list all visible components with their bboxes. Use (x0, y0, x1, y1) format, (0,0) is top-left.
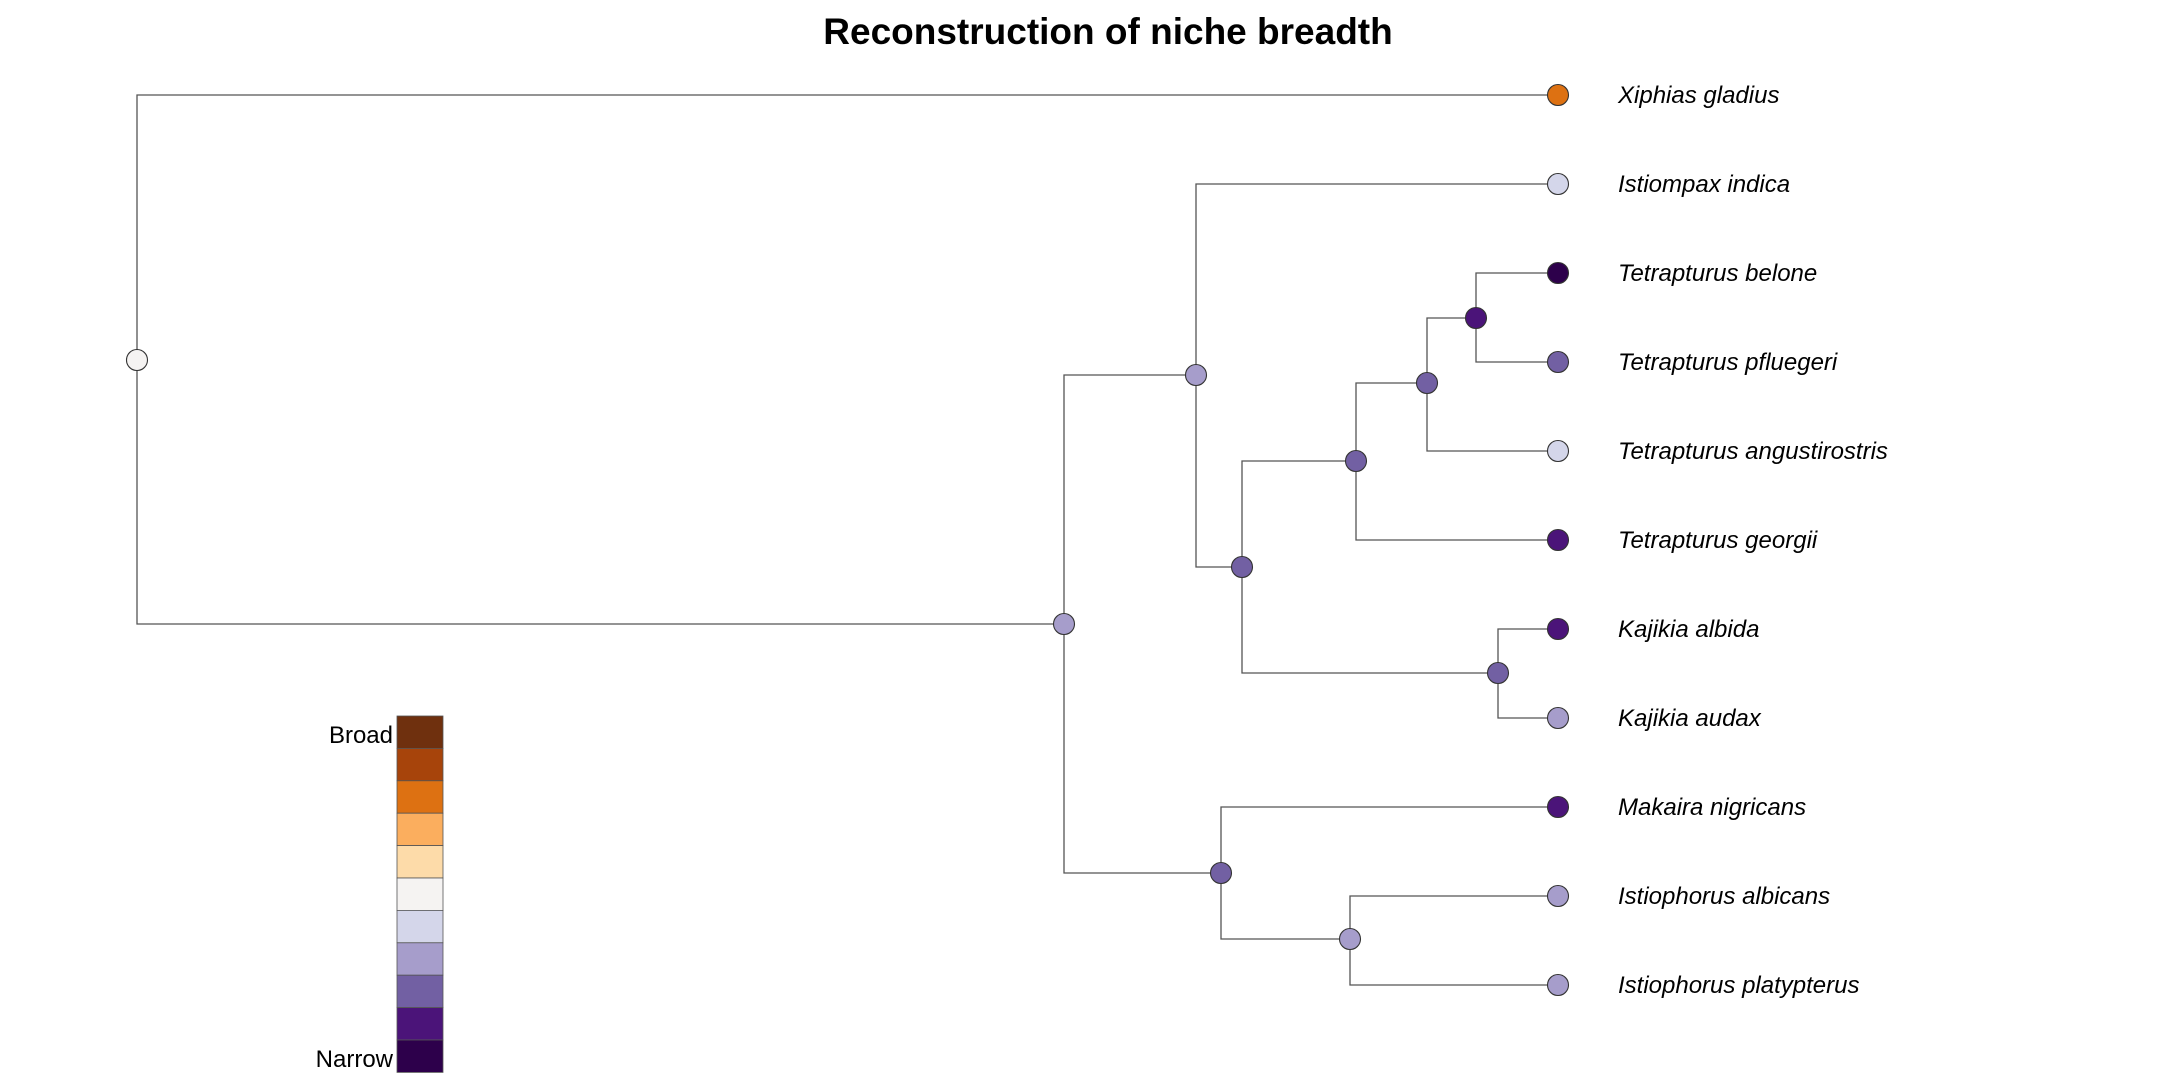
legend-swatch-7 (396, 812, 444, 847)
node-root (125, 348, 149, 372)
branch-tetrapturus-angustirostris (1426, 383, 1558, 452)
legend-swatch-10 (396, 715, 444, 749)
branch-xiphias-gladius (136, 94, 1558, 360)
color-legend: Broad Narrow (316, 715, 444, 1073)
node-makaira-istiophorus (1209, 861, 1233, 885)
legend-swatch-9 (396, 748, 444, 782)
node-istiophorus-clade (1338, 927, 1362, 951)
node-kajikia-clade (1486, 661, 1510, 685)
branch-istiompax-indica (1195, 183, 1558, 375)
tip-marker-kajikia-audax (1546, 706, 1570, 730)
branch-kajikia-clade (1241, 567, 1498, 674)
branch-tetrapturus-clade (1241, 460, 1356, 567)
tip-marker-istiophorus-platypterus (1546, 973, 1570, 997)
tree-branches (136, 94, 1558, 986)
branch-tetrapturus-georgii (1355, 461, 1558, 541)
node-marlin-clade (1184, 363, 1208, 387)
node-belone-pfluegeri (1464, 306, 1488, 330)
legend-swatches (396, 715, 444, 1073)
tip-label-tetrapturus-angustirostris: Tetrapturus angustirostris (1618, 438, 1888, 465)
tip-label-istiophorus-platypterus: Istiophorus platypterus (1618, 972, 1859, 999)
tip-label-xiphias-gladius: Xiphias gladius (1617, 82, 1779, 109)
tip-label-kajikia-albida: Kajikia albida (1618, 616, 1759, 643)
node-tetrapturus-clade (1344, 449, 1368, 473)
figure-title: Reconstruction of niche breadth (823, 11, 1392, 52)
branch-tetrapturus-belone (1475, 272, 1558, 318)
legend-high-label: Broad (329, 722, 393, 749)
tip-label-tetrapturus-pfluegeri: Tetrapturus pfluegeri (1618, 349, 1838, 376)
branch-makaira-istiophorus (1063, 624, 1221, 874)
legend-low-label: Narrow (316, 1046, 394, 1073)
node-istiophoridae (1052, 612, 1076, 636)
legend-swatch-4 (396, 910, 444, 944)
tip-marker-makaira-nigricans (1546, 795, 1570, 819)
branch-belone-pfluegeri (1426, 317, 1476, 383)
branch-istiophoridae (136, 360, 1064, 625)
legend-swatch-1 (396, 1007, 444, 1041)
tree-nodes (125, 83, 1570, 997)
tip-label-istiophorus-albicans: Istiophorus albicans (1618, 883, 1830, 910)
legend-swatch-8 (396, 780, 444, 814)
legend-swatch-5 (396, 877, 444, 911)
branch-kajikia-albida (1497, 628, 1558, 673)
branch-tetrapturus-kajikia (1195, 375, 1242, 568)
tip-marker-tetrapturus-belone (1546, 261, 1570, 285)
legend-swatch-6 (396, 845, 444, 879)
legend-swatch-3 (396, 942, 444, 976)
tip-label-kajikia-audax: Kajikia audax (1618, 705, 1762, 732)
branch-makaira-nigricans (1220, 806, 1558, 873)
tip-label-tetrapturus-georgii: Tetrapturus georgii (1618, 527, 1818, 554)
tip-marker-tetrapturus-georgii (1546, 528, 1570, 552)
branch-tetrapturus-pfluegeri (1475, 318, 1558, 363)
branch-istiophorus-platypterus (1349, 939, 1558, 986)
tip-marker-istiompax-indica (1546, 172, 1570, 196)
legend-swatch-2 (396, 974, 444, 1009)
branch-istiophorus-albicans (1349, 895, 1558, 939)
tip-marker-tetrapturus-angustirostris (1546, 439, 1570, 463)
node-tetrapturus-inner (1415, 371, 1439, 395)
tip-marker-kajikia-albida (1546, 617, 1570, 641)
branch-tetrapturus-inner (1355, 382, 1427, 461)
tip-labels: Xiphias gladius Istiompax indica Tetraptur… (1617, 82, 1888, 999)
branch-istiophorus-clade (1220, 873, 1350, 940)
tip-label-makaira-nigricans: Makaira nigricans (1618, 794, 1806, 821)
tip-marker-istiophorus-albicans (1546, 884, 1570, 908)
tip-label-istiompax-indica: Istiompax indica (1618, 171, 1790, 198)
legend-swatch-0 (396, 1039, 444, 1073)
tip-marker-tetrapturus-pfluegeri (1546, 350, 1570, 374)
tip-label-tetrapturus-belone: Tetrapturus belone (1618, 260, 1817, 287)
tip-marker-xiphias-gladius (1546, 83, 1570, 107)
node-tetrapturus-kajikia (1230, 555, 1254, 579)
branch-kajikia-audax (1497, 673, 1558, 719)
branch-marlin-clade (1063, 374, 1196, 624)
